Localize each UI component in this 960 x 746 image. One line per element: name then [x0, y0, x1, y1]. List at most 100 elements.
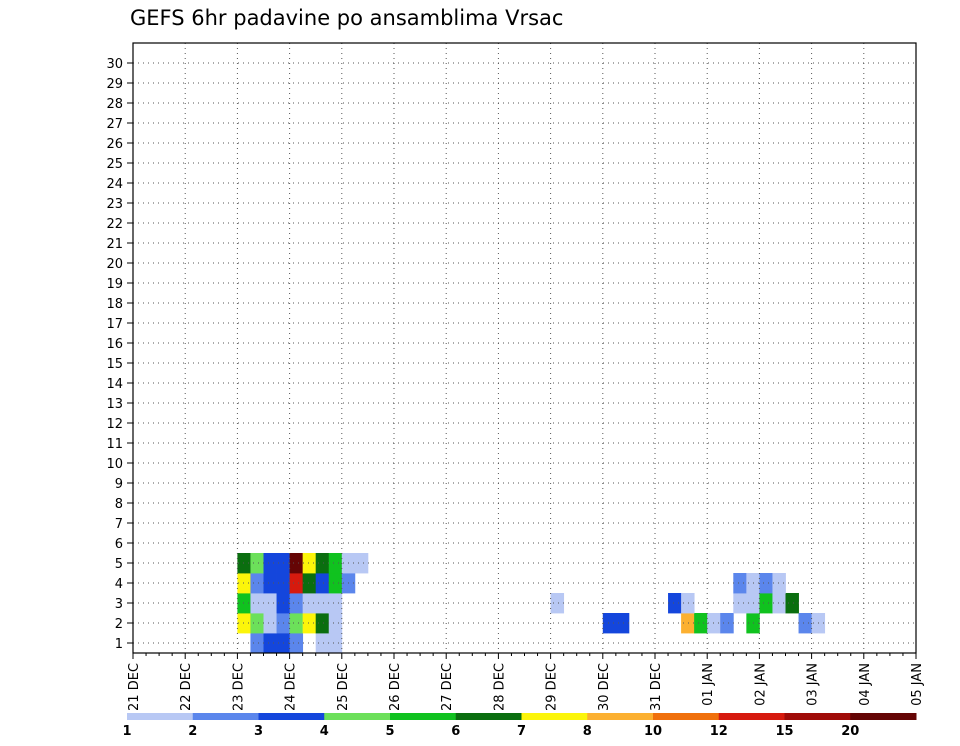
heatmap-cell: [289, 573, 304, 594]
heatmap-cell: [250, 593, 264, 614]
y-tick-label: 3: [115, 597, 123, 612]
heatmap-cell: [929, 573, 942, 593]
legend-swatch: [127, 713, 194, 720]
heatmap-cell: [942, 573, 955, 593]
legend-label: 15: [775, 724, 793, 739]
heatmap-cell: [772, 573, 786, 594]
y-tick-label: 19: [106, 277, 123, 292]
y-tick-label: 17: [106, 317, 123, 332]
x-tick-label: 28 DEC: [492, 663, 507, 711]
legend-swatch: [784, 713, 851, 720]
y-tick-label: 1: [115, 637, 123, 652]
heatmap-cell: [237, 553, 251, 574]
heatmap-cell: [263, 613, 277, 634]
heatmap-cell: [315, 633, 330, 653]
heatmap-cell: [263, 593, 277, 614]
legend-label: 20: [841, 724, 859, 739]
legend-label: 8: [583, 724, 592, 739]
legend-swatch: [850, 713, 917, 720]
y-tick-label: 22: [106, 217, 123, 232]
x-tick-label: 05 JAN: [910, 663, 925, 706]
heatmap-cell: [250, 573, 264, 594]
heatmap-cell: [289, 613, 304, 634]
x-tick-label: 02 JAN: [753, 663, 768, 706]
y-tick-label: 12: [106, 417, 123, 432]
x-tick-label: 23 DEC: [231, 663, 246, 711]
x-tick-label: 22 DEC: [179, 663, 194, 711]
heatmap-cells: [237, 553, 960, 653]
y-tick-label: 27: [106, 117, 123, 132]
heatmap-cell: [785, 593, 799, 614]
y-tick-label: 24: [106, 177, 123, 192]
y-tick-label: 28: [106, 97, 123, 112]
y-tick-label: 29: [106, 77, 123, 92]
heatmap-cell: [237, 613, 251, 634]
y-tick-label: 5: [115, 557, 123, 572]
x-tick-label: 29 DEC: [545, 663, 560, 711]
y-tick-label: 21: [106, 237, 123, 252]
heatmap-cell: [759, 573, 773, 594]
y-tick-label: 15: [106, 357, 123, 372]
x-tick-label: 31 DEC: [649, 663, 664, 711]
heatmap-cell: [328, 573, 343, 594]
legend-label: 6: [451, 724, 460, 739]
legend-label: 12: [710, 724, 728, 739]
legend-swatch: [653, 713, 720, 720]
x-tick-label: 04 JAN: [858, 663, 873, 706]
legend-label: 1: [122, 724, 131, 739]
heatmap-cell: [315, 593, 330, 614]
heatmap-cell: [315, 613, 330, 634]
heatmap-cell: [798, 613, 812, 634]
heatmap-cell: [315, 573, 330, 594]
heatmap-cell: [328, 633, 343, 653]
heatmap-cell: [929, 553, 942, 573]
heatmap-cell: [289, 633, 304, 653]
heatmap-cell: [263, 573, 277, 594]
heatmap-cell: [720, 613, 734, 634]
y-tick-label: 10: [106, 457, 123, 472]
heatmap-cell: [328, 593, 343, 614]
heatmap-cell: [681, 593, 695, 614]
x-tick-label: 27 DEC: [440, 663, 455, 711]
heatmap-cell: [289, 593, 304, 614]
x-tick-label: 30 DEC: [597, 663, 612, 711]
legend-swatch: [521, 713, 588, 720]
x-tick-label: 25 DEC: [336, 663, 351, 711]
heatmap-cell: [942, 553, 955, 573]
heatmap-cell: [250, 553, 264, 574]
heatmap-cell: [602, 613, 617, 634]
legend-swatch: [455, 713, 522, 720]
legend-swatch: [587, 713, 654, 720]
y-tick-label: 18: [106, 297, 123, 312]
x-tick-label: 24 DEC: [284, 663, 299, 711]
x-tick-label: 21 DEC: [127, 663, 142, 711]
heatmap-cell: [315, 553, 330, 574]
heatmap-cell: [263, 633, 277, 653]
heatmap-cell: [289, 553, 304, 574]
heatmap-cell: [250, 633, 264, 653]
heatmap-cell: [668, 593, 682, 614]
heatmap-cell: [302, 553, 317, 574]
legend-swatch: [192, 713, 259, 720]
heatmap-cell: [237, 593, 251, 614]
y-tick-label: 7: [115, 517, 123, 532]
y-tick-label: 23: [106, 197, 123, 212]
heatmap-cell: [302, 593, 317, 614]
y-tick-label: 13: [106, 397, 123, 412]
legend-swatch: [258, 713, 325, 720]
x-tick-label: 03 JAN: [806, 663, 821, 706]
heatmap-cell: [916, 553, 929, 573]
heatmap-cell: [237, 573, 251, 594]
y-tick-label: 20: [106, 257, 123, 272]
heatmap-cell: [955, 553, 960, 573]
legend-swatch: [718, 713, 785, 720]
legend-label: 10: [644, 724, 662, 739]
heatmap-cell: [733, 593, 747, 614]
heatmap-cell: [328, 553, 343, 574]
heatmap-cell: [955, 573, 960, 593]
heatmap-cell: [263, 553, 277, 574]
heatmap-cell: [681, 613, 695, 634]
heatmap-cell: [772, 593, 786, 614]
